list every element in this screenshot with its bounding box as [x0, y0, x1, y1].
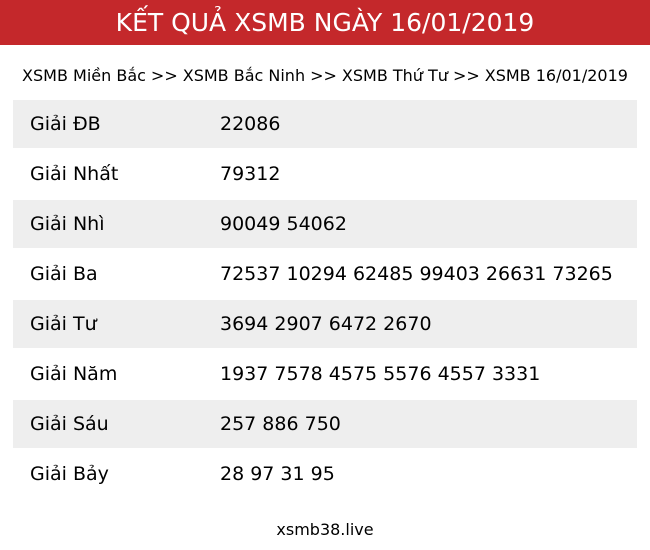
prize-numbers: 22086 [220, 113, 281, 135]
prize-label: Giải ĐB [30, 113, 101, 135]
prize-label: Giải Nhì [30, 213, 105, 235]
breadcrumb-link-xsmb-mien-bac[interactable]: XSMB Miền Bắc [22, 66, 146, 85]
table-row-giai-sau: Giải Sáu 257 886 750 [13, 400, 637, 450]
breadcrumb-link-xsmb-bac-ninh[interactable]: XSMB Bắc Ninh [182, 66, 306, 85]
prize-label: Giải Nhất [30, 163, 119, 185]
prize-numbers: 28 97 31 95 [220, 463, 335, 485]
prize-label: Giải Ba [30, 263, 98, 285]
table-row-giai-nam: Giải Năm 1937 7578 4575 5576 4557 3331 [13, 350, 637, 400]
table-row-giai-nhi: Giải Nhì 90049 54062 [13, 200, 637, 250]
table-row-giai-db: Giải ĐB 22086 [13, 100, 637, 150]
table-row-giai-bay: Giải Bảy 28 97 31 95 [13, 450, 637, 500]
prize-label: Giải Bảy [30, 463, 109, 485]
results-table: Giải ĐB 22086 Giải Nhất 79312 Giải Nhì 9… [13, 100, 637, 500]
breadcrumb-separator: >> [150, 66, 178, 85]
breadcrumb-link-xsmb-thu-tu[interactable]: XSMB Thứ Tư [341, 66, 448, 85]
table-row-giai-ba: Giải Ba 72537 10294 62485 99403 26631 73… [13, 250, 637, 300]
prize-numbers: 79312 [220, 163, 281, 185]
breadcrumb-separator: >> [452, 66, 480, 85]
page-header: KẾT QUẢ XSMB NGÀY 16/01/2019 [0, 0, 650, 45]
table-row-giai-nhat: Giải Nhất 79312 [13, 150, 637, 200]
prize-label: Giải Năm [30, 363, 118, 385]
prize-numbers: 1937 7578 4575 5576 4557 3331 [220, 363, 541, 385]
prize-label: Giải Sáu [30, 413, 109, 435]
prize-numbers: 257 886 750 [220, 413, 341, 435]
prize-label: Giải Tư [30, 313, 97, 335]
page-footer: xsmb38.live [0, 520, 650, 539]
breadcrumb-link-xsmb-date[interactable]: XSMB 16/01/2019 [484, 66, 628, 85]
breadcrumb-separator: >> [310, 66, 337, 85]
prize-numbers: 90049 54062 [220, 213, 347, 235]
prize-numbers: 3694 2907 6472 2670 [220, 313, 432, 335]
table-row-giai-tu: Giải Tư 3694 2907 6472 2670 [13, 300, 637, 350]
site-name: xsmb38.live [276, 520, 374, 539]
breadcrumb: XSMB Miền Bắc >> XSMB Bắc Ninh >> XSMB T… [0, 45, 650, 100]
prize-numbers: 72537 10294 62485 99403 26631 73265 [220, 263, 613, 285]
page-title: KẾT QUẢ XSMB NGÀY 16/01/2019 [115, 8, 535, 37]
